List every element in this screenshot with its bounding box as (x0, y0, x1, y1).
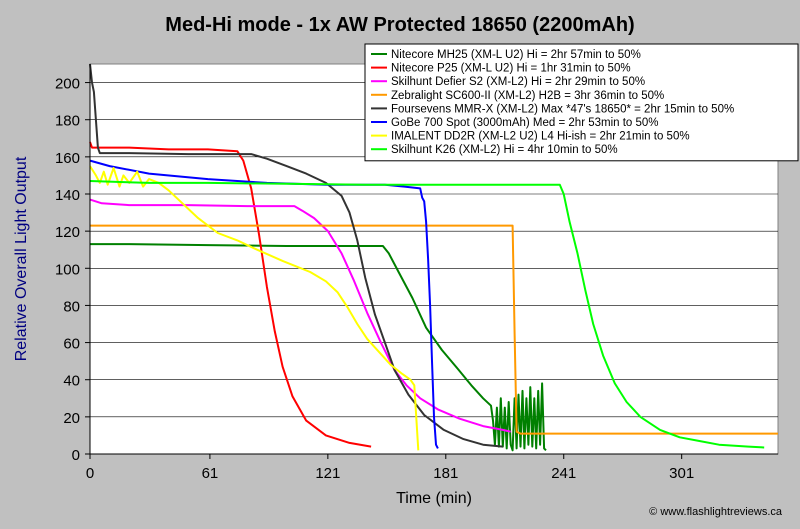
legend-entry: Skilhunt Defier S2 (XM-L2) Hi = 2hr 29mi… (391, 76, 645, 88)
y-tick-label: 140 (55, 187, 80, 204)
series-line-7 (89, 165, 420, 451)
legend-entry: Nitecore MH25 (XM-L U2) Hi = 2hr 57min t… (391, 49, 641, 61)
x-axis-label: Time (min) (396, 490, 472, 507)
x-tick-label: 61 (202, 465, 219, 482)
legend-entry: Zebralight SC600-II (XM-L2) H2B = 3hr 36… (391, 90, 664, 102)
y-tick-label: 160 (55, 150, 80, 167)
y-axis-label: Relative Overall Light Output (13, 156, 30, 361)
y-tick-label: 60 (63, 336, 80, 353)
series-line-2 (89, 141, 372, 448)
y-axis-ticks: 0 20 40 60 80 100 120 140 160 180 200 (55, 76, 90, 464)
y-tick-label: 120 (55, 224, 80, 241)
x-tick-label: 0 (86, 465, 94, 482)
y-tick-label: 180 (55, 113, 80, 130)
legend: Nitecore MH25 (XM-L U2) Hi = 2hr 57min t… (364, 43, 799, 162)
y-tick-label: 80 (63, 298, 80, 315)
legend-entry: GoBe 700 Spot (3000mAh) Med = 2hr 53min … (391, 117, 659, 129)
legend-entry: IMALENT DD2R (XM-L2 U2) L4 Hi-ish = 2hr … (391, 131, 690, 143)
series-line-3 (89, 198, 511, 433)
series-line-1 (90, 243, 547, 452)
y-tick-label: 100 (55, 261, 80, 278)
y-tick-label: 200 (55, 76, 80, 93)
legend-box (364, 43, 799, 162)
x-tick-label: 241 (551, 465, 576, 482)
x-axis-ticks: 0 61 121 181 241 301 (86, 454, 694, 482)
y-tick-label: 20 (63, 410, 80, 427)
credit-text: © www.flashlightreviews.ca (649, 506, 783, 518)
series-line-4 (90, 224, 778, 435)
x-tick-label: 181 (433, 465, 458, 482)
chart-title: Med-Hi mode - 1x AW Protected 18650 (220… (165, 14, 634, 36)
series-lines (89, 63, 778, 452)
x-tick-label: 301 (669, 465, 694, 482)
series-line-5 (89, 63, 503, 448)
legend-entry: Foursevens MMR-X (XM-L2) Max *47's 18650… (391, 103, 734, 115)
legend-entry: Nitecore P25 (XM-L U2) Hi = 1hr 31min to… (391, 63, 631, 75)
series-line-8 (89, 180, 765, 449)
y-tick-label: 40 (63, 373, 80, 390)
series-line-6 (89, 159, 439, 449)
y-tick-label: 0 (72, 447, 80, 464)
x-tick-label: 121 (315, 465, 340, 482)
legend-entry: Skilhunt K26 (XM-L2) Hi = 4hr 10min to 5… (391, 144, 618, 156)
